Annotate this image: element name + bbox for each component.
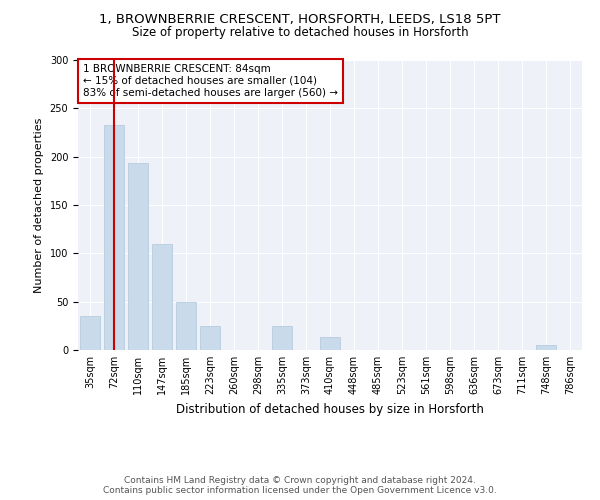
Bar	[80, 316, 100, 350]
Text: Contains HM Land Registry data © Crown copyright and database right 2024.
Contai: Contains HM Land Registry data © Crown c…	[103, 476, 497, 495]
Bar	[536, 345, 556, 350]
Bar	[128, 164, 148, 350]
Bar	[272, 326, 292, 350]
Bar	[200, 326, 220, 350]
Y-axis label: Number of detached properties: Number of detached properties	[34, 118, 44, 292]
Bar	[104, 125, 124, 350]
X-axis label: Distribution of detached houses by size in Horsforth: Distribution of detached houses by size …	[176, 402, 484, 415]
Bar	[320, 338, 340, 350]
Text: 1, BROWNBERRIE CRESCENT, HORSFORTH, LEEDS, LS18 5PT: 1, BROWNBERRIE CRESCENT, HORSFORTH, LEED…	[99, 12, 501, 26]
Bar	[152, 244, 172, 350]
Text: 1 BROWNBERRIE CRESCENT: 84sqm
← 15% of detached houses are smaller (104)
83% of : 1 BROWNBERRIE CRESCENT: 84sqm ← 15% of d…	[83, 64, 338, 98]
Bar	[176, 302, 196, 350]
Text: Size of property relative to detached houses in Horsforth: Size of property relative to detached ho…	[131, 26, 469, 39]
